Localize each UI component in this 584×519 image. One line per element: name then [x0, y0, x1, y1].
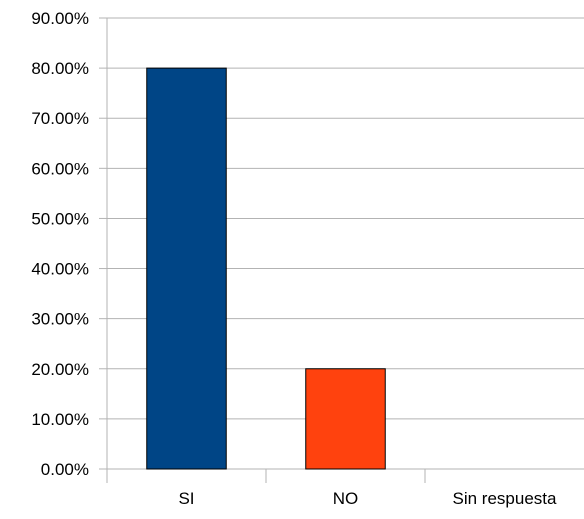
x-tick-label: NO [333, 489, 359, 508]
y-tick-label: 0.00% [41, 460, 89, 479]
y-tick-label: 90.00% [31, 9, 89, 28]
y-tick-label: 60.00% [31, 159, 89, 178]
x-tick-labels: SI NO Sin respuesta [178, 489, 557, 508]
y-tick-label: 80.00% [31, 59, 89, 78]
bars [146, 67, 386, 470]
bar-no [305, 368, 386, 470]
bar-si [146, 67, 227, 470]
x-tick-label: Sin respuesta [453, 489, 557, 508]
y-tick-label: 50.00% [31, 209, 89, 228]
y-tick-label: 20.00% [31, 360, 89, 379]
y-tick-label: 10.00% [31, 410, 89, 429]
y-tick-label: 40.00% [31, 260, 89, 279]
y-tick-labels: 0.00% 10.00% 20.00% 30.00% 40.00% 50.00% 60.00… [31, 9, 89, 479]
x-tick-label: SI [178, 489, 194, 508]
y-tick-label: 70.00% [31, 109, 89, 128]
y-tick-label: 30.00% [31, 310, 89, 329]
